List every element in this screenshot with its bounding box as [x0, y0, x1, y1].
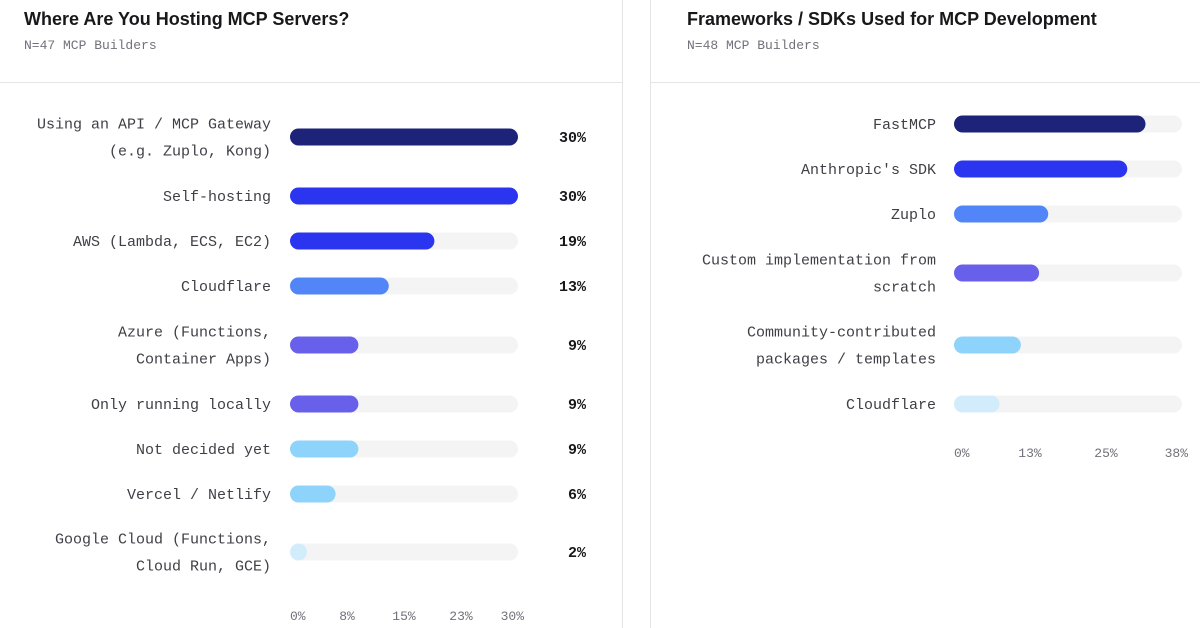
category-label: Zuplo: [891, 207, 936, 224]
bar-track: [954, 395, 1182, 413]
bar: [290, 440, 359, 458]
value-label: 9%: [568, 442, 587, 459]
value-label: 13%: [559, 279, 587, 296]
bar-row: Vercel / Netlify 6%: [127, 485, 587, 504]
bar: [290, 395, 359, 413]
bar-row: Anthropic's SDK: [801, 160, 1182, 179]
category-label: Azure (Functions,: [118, 325, 271, 342]
bar-row: Self-hosting 30%: [163, 187, 587, 206]
bar-row: Using an API / MCP Gateway (e.g. Zuplo, K…: [37, 117, 587, 161]
value-label: 2%: [568, 545, 587, 562]
hosting-chart-subtitle: N=47 MCP Builders: [24, 38, 157, 53]
bar-row: Google Cloud (Functions, Cloud Run, GCE) 2…: [55, 532, 587, 576]
bar: [290, 336, 359, 354]
value-label: 30%: [559, 130, 587, 147]
category-label: Cloudflare: [181, 279, 271, 296]
frameworks-chart-title: Frameworks / SDKs Used for MCP Developme…: [687, 9, 1097, 29]
bar-row: Community-contributed packages / template…: [747, 325, 1182, 369]
bar: [954, 264, 1040, 282]
bar-row: Custom implementation from scratch: [702, 253, 1182, 297]
category-label: Self-hosting: [163, 189, 271, 206]
value-label: 19%: [559, 234, 587, 251]
category-label: Using an API / MCP Gateway: [37, 117, 271, 134]
bar: [954, 160, 1128, 178]
hosting-chart-header: Where Are You Hosting MCP Servers? N=47 …: [0, 0, 622, 83]
hosting-bar-chart: Using an API / MCP Gateway (e.g. Zuplo, K…: [37, 117, 587, 625]
bar: [954, 395, 1000, 413]
bar-row: Not decided yet 9%: [136, 440, 587, 459]
value-label: 30%: [559, 189, 587, 206]
bar: [954, 205, 1049, 223]
value-label: 9%: [568, 338, 587, 355]
category-label: Custom implementation from: [702, 253, 936, 270]
bar: [290, 543, 307, 561]
frameworks-chart-header: Frameworks / SDKs Used for MCP Developme…: [651, 0, 1200, 83]
bar: [290, 232, 435, 250]
bar: [290, 128, 518, 146]
bar-row: Zuplo: [891, 205, 1182, 224]
bar: [290, 277, 389, 295]
x-tick-label: 13%: [1018, 446, 1042, 461]
category-label: packages / templates: [756, 352, 936, 369]
category-label: Anthropic's SDK: [801, 162, 936, 179]
category-label: Community-contributed: [747, 325, 936, 342]
category-label: Not decided yet: [136, 442, 271, 459]
x-tick-label: 15%: [392, 609, 416, 624]
category-label: Only running locally: [91, 397, 271, 414]
bar-track: [290, 543, 518, 561]
bar-row: Only running locally 9%: [91, 395, 587, 414]
category-label: Vercel / Netlify: [127, 487, 271, 504]
category-label: AWS (Lambda, ECS, EC2): [73, 234, 271, 251]
x-tick-label: 38%: [1165, 446, 1189, 461]
bar-row: FastMCP: [873, 115, 1182, 134]
bar-row: Cloudflare 13%: [181, 277, 587, 296]
bar: [954, 336, 1021, 354]
bar-row: AWS (Lambda, ECS, EC2) 19%: [73, 232, 587, 251]
x-tick-label: 8%: [339, 609, 355, 624]
x-tick-label: 0%: [954, 446, 970, 461]
x-tick-label: 30%: [501, 609, 525, 624]
category-label: Google Cloud (Functions,: [55, 532, 271, 549]
frameworks-bar-chart: FastMCP Anthropic's SDK Zuplo Custom implem…: [702, 115, 1189, 461]
category-label: Container Apps): [136, 352, 271, 369]
value-label: 9%: [568, 397, 587, 414]
panel-gap: [623, 0, 649, 628]
category-label: FastMCP: [873, 117, 936, 134]
bar-row: Azure (Functions, Container Apps) 9%: [118, 325, 587, 369]
bar: [290, 485, 336, 503]
bar-row: Cloudflare: [846, 395, 1182, 414]
frameworks-chart-subtitle: N=48 MCP Builders: [687, 38, 820, 53]
bar-track: [290, 485, 518, 503]
category-label: scratch: [873, 280, 936, 297]
bar: [290, 187, 518, 205]
x-tick-label: 23%: [449, 609, 473, 624]
frameworks-chart-panel: Frameworks / SDKs Used for MCP Developme…: [650, 0, 1200, 628]
bar: [954, 115, 1146, 133]
value-label: 6%: [568, 487, 587, 504]
category-label: (e.g. Zuplo, Kong): [109, 144, 271, 161]
category-label: Cloudflare: [846, 397, 936, 414]
x-tick-label: 25%: [1094, 446, 1118, 461]
x-tick-label: 0%: [290, 609, 306, 624]
hosting-chart-panel: Where Are You Hosting MCP Servers? N=47 …: [0, 0, 623, 628]
hosting-chart-title: Where Are You Hosting MCP Servers?: [24, 9, 350, 29]
category-label: Cloud Run, GCE): [136, 559, 271, 576]
